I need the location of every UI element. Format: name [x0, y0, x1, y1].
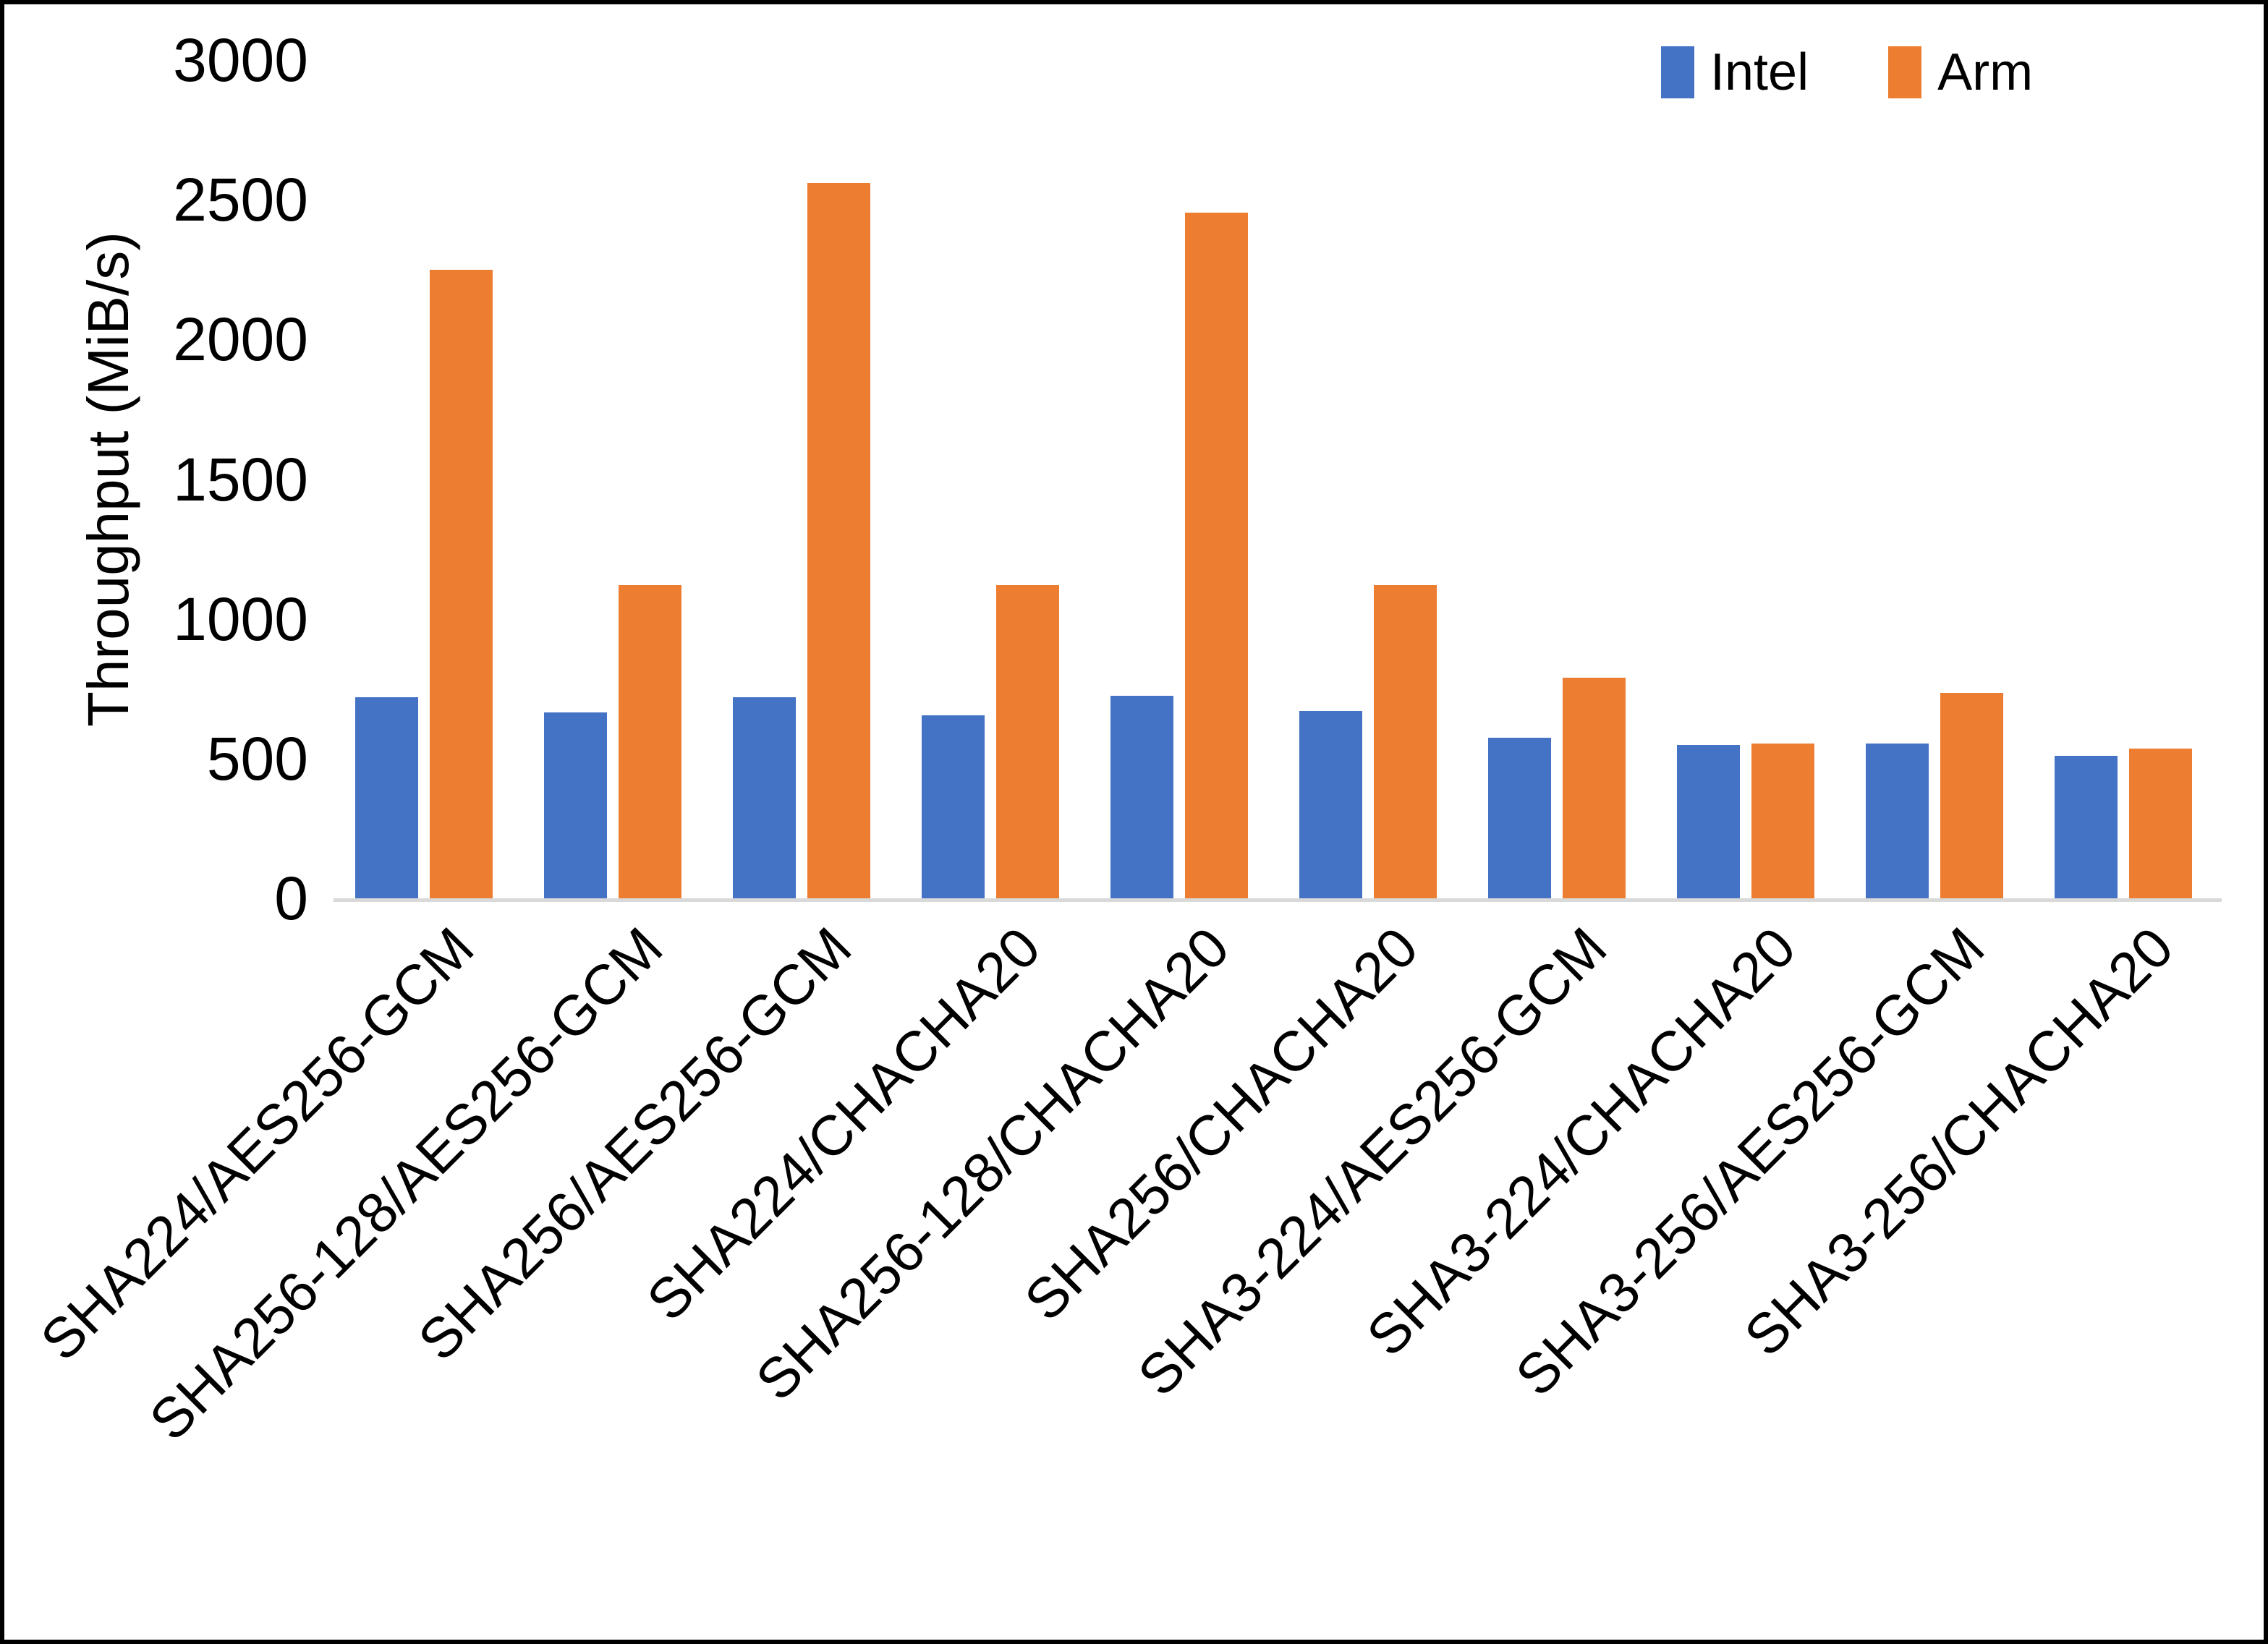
bar-arm[interactable] — [807, 183, 870, 898]
bar-intel[interactable] — [2055, 755, 2118, 898]
y-tick-label: 3000 — [173, 26, 308, 94]
x-axis-line — [334, 898, 2222, 902]
bar-intel[interactable] — [1677, 745, 1740, 898]
bar-group — [522, 60, 711, 898]
legend-label-arm: Arm — [1937, 43, 2034, 101]
bar-group — [334, 60, 522, 898]
bar-intel[interactable] — [1488, 737, 1551, 898]
bar-intel[interactable] — [1866, 743, 1929, 898]
bar-group — [1466, 60, 1655, 898]
y-tick-label: 2500 — [173, 166, 308, 234]
chart-legend: Intel Arm — [1661, 46, 2033, 98]
legend-swatch-arm — [1888, 46, 1922, 98]
bar-arm[interactable] — [1185, 212, 1248, 898]
y-tick-label: 1500 — [173, 445, 308, 514]
bar-group — [1655, 60, 1844, 898]
bar-intel[interactable] — [1299, 711, 1362, 898]
bar-intel[interactable] — [922, 715, 985, 898]
bar-group — [1844, 60, 2033, 898]
bar-intel[interactable] — [733, 697, 796, 898]
bar-intel[interactable] — [355, 697, 418, 898]
legend-swatch-intel — [1661, 46, 1694, 98]
bar-intel[interactable] — [1110, 695, 1173, 898]
bar-group — [1278, 60, 1466, 898]
bar-group — [1089, 60, 1278, 898]
legend-label-intel: Intel — [1710, 43, 1809, 101]
bar-arm[interactable] — [1374, 585, 1437, 898]
bar-arm[interactable] — [2129, 749, 2192, 898]
bar-arm[interactable] — [1751, 743, 1814, 898]
plot-area — [334, 60, 2222, 902]
bar-arm[interactable] — [430, 269, 493, 898]
legend-entry-arm: Arm — [1888, 46, 2033, 98]
bar-arm[interactable] — [1563, 677, 1626, 898]
y-tick-label: 2000 — [173, 305, 308, 374]
bar-arm[interactable] — [1940, 693, 2003, 898]
bar-group — [711, 60, 900, 898]
y-tick-label: 500 — [206, 724, 308, 793]
y-tick-label: 1000 — [173, 584, 308, 653]
bar-intel[interactable] — [544, 712, 607, 898]
bar-group — [900, 60, 1089, 898]
y-tick-label: 0 — [274, 864, 308, 932]
bar-arm[interactable] — [619, 585, 681, 898]
bar-arm[interactable] — [996, 585, 1059, 898]
legend-entry-intel: Intel — [1661, 46, 1809, 98]
bar-group — [2033, 60, 2222, 898]
